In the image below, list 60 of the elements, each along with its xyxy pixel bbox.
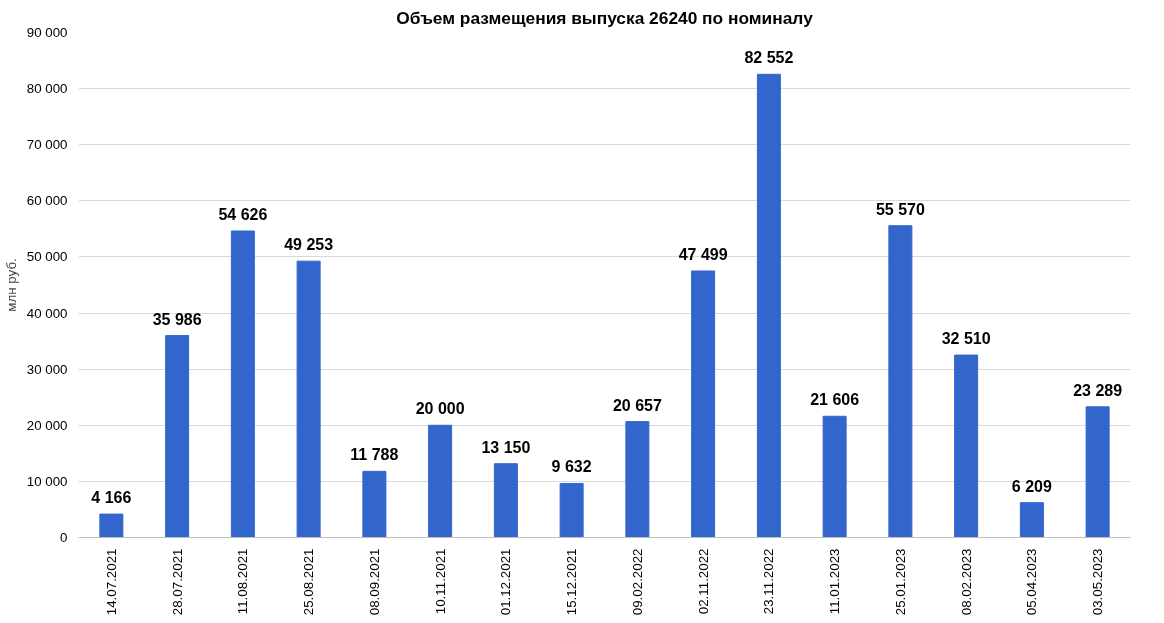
data-label: 55 570 xyxy=(875,200,925,218)
y-tick-label: 40 000 xyxy=(26,305,68,321)
data-label: 20 657 xyxy=(612,396,662,414)
bar xyxy=(428,424,453,538)
bar xyxy=(493,463,518,538)
y-tick-label: 80 000 xyxy=(26,81,68,97)
y-tick-label: 10 000 xyxy=(26,473,68,489)
y-tick-label: 20 000 xyxy=(26,417,68,433)
y-tick-label: 90 000 xyxy=(26,25,68,40)
data-label: 4 166 xyxy=(91,489,132,507)
data-label: 13 150 xyxy=(481,438,531,456)
bar xyxy=(559,482,584,538)
bar xyxy=(362,470,387,538)
data-label: 82 552 xyxy=(744,49,794,67)
x-tick-label: 14.07.2021 xyxy=(103,548,119,616)
bar xyxy=(99,513,124,538)
bar xyxy=(296,260,321,538)
bar xyxy=(165,335,190,538)
data-label: 35 986 xyxy=(152,310,202,328)
bar xyxy=(888,225,913,538)
bar xyxy=(230,230,255,538)
x-tick-label: 23.11.2022 xyxy=(761,548,777,615)
y-tick-label: 50 000 xyxy=(26,249,68,265)
chart-title: Объем размещения выпуска 26240 по номиналу xyxy=(396,7,814,28)
x-tick-label: 10.11.2021 xyxy=(432,548,448,615)
x-tick-label: 05.04.2023 xyxy=(1024,548,1040,616)
x-tick-label: 25.08.2021 xyxy=(301,548,317,616)
data-label: 32 510 xyxy=(941,330,991,348)
x-tick-label: 08.09.2021 xyxy=(366,548,382,616)
bar xyxy=(625,421,650,538)
bar xyxy=(756,73,781,538)
x-tick-label: 11.01.2023 xyxy=(827,548,843,615)
x-tick-label: 11.08.2021 xyxy=(235,548,251,615)
x-tick-label: 09.02.2022 xyxy=(629,548,645,616)
y-tick-label: 70 000 xyxy=(26,137,68,153)
x-tick-label: 02.11.2022 xyxy=(695,548,711,615)
data-label: 11 788 xyxy=(350,446,399,464)
bar xyxy=(1085,406,1110,538)
data-label: 20 000 xyxy=(415,400,465,418)
data-label: 9 632 xyxy=(551,458,592,476)
data-label: 47 499 xyxy=(678,245,728,263)
bar xyxy=(691,270,716,538)
bar xyxy=(1019,502,1044,538)
x-tick-label: 25.01.2023 xyxy=(892,548,908,616)
y-tick-label: 60 000 xyxy=(26,193,68,209)
x-tick-label: 08.02.2023 xyxy=(958,548,974,616)
data-label: 23 289 xyxy=(1073,381,1123,399)
data-label: 49 253 xyxy=(284,236,334,254)
x-tick-label: 28.07.2021 xyxy=(169,548,185,616)
bar xyxy=(954,354,979,538)
y-tick-label: 0 xyxy=(60,530,68,545)
y-axis-title: млн руб. xyxy=(3,258,19,312)
bar xyxy=(822,415,847,538)
data-label: 54 626 xyxy=(218,205,268,223)
x-tick-label: 03.05.2023 xyxy=(1090,548,1106,616)
data-label: 21 606 xyxy=(810,391,860,409)
x-tick-label: 01.12.2021 xyxy=(498,548,514,616)
data-label: 6 209 xyxy=(1011,477,1052,495)
y-tick-label: 30 000 xyxy=(26,361,68,377)
x-tick-label: 15.12.2021 xyxy=(564,548,580,616)
